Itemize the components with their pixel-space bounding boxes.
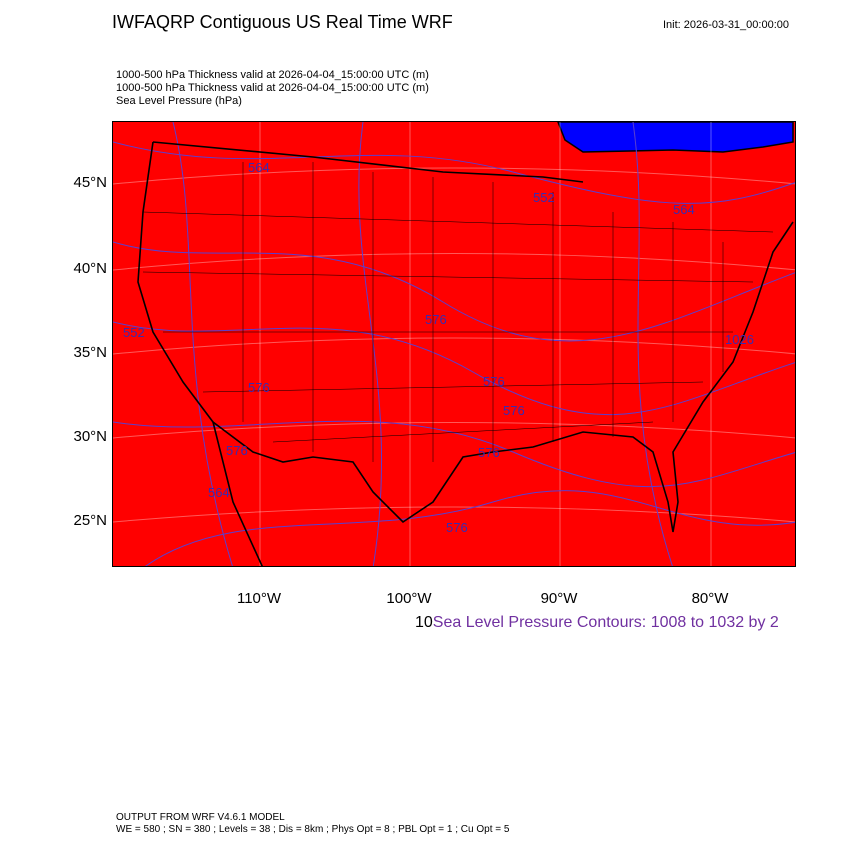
contour-label: 552 (123, 325, 145, 340)
contour-label: 576 (478, 445, 500, 460)
lat-label: 45°N (73, 174, 107, 191)
contour-label: 1026 (725, 332, 754, 347)
country-borders (137, 141, 794, 566)
contour-label: 564 (208, 485, 230, 500)
graticule (113, 122, 795, 566)
lon-label: 90°W (540, 590, 578, 607)
legend-prefix: 10 (415, 614, 433, 631)
map-panel: 552 564 576 576 564 552 576 576 576 576 … (112, 121, 796, 567)
subtitle-thickness-2: 1000-500 hPa Thickness valid at 2026-04-… (116, 82, 429, 94)
lat-label: 35°N (73, 344, 107, 361)
county-lines (142, 162, 774, 462)
lat-label: 30°N (73, 428, 107, 445)
contour-legend: 10Sea Level Pressure Contours: 1008 to 1… (415, 614, 779, 632)
contour-label-group: 552 564 576 576 564 552 576 576 576 576 … (123, 160, 754, 535)
contour-label: 576 (425, 312, 447, 327)
map-svg: 552 564 576 576 564 552 576 576 576 576 … (113, 122, 795, 566)
lon-label: 80°W (691, 590, 729, 607)
thickness-fill (113, 122, 795, 566)
lat-label: 40°N (73, 260, 107, 277)
subtitle-thickness-1: 1000-500 hPa Thickness valid at 2026-04-… (116, 69, 429, 81)
legend-text: Sea Level Pressure Contours: 1008 to 103… (432, 614, 779, 631)
footer-options: WE = 580 ; SN = 380 ; Levels = 38 ; Dis … (116, 824, 510, 835)
contour-label: 576 (446, 520, 468, 535)
water-body (557, 122, 794, 153)
init-time: Init: 2026-03-31_00:00:00 (663, 19, 789, 31)
contour-label: 564 (673, 202, 695, 217)
contour-label: 564 (248, 160, 270, 175)
contour-label: 576 (483, 374, 505, 389)
lon-label: 110°W (236, 590, 282, 607)
contour-label: 576 (226, 443, 248, 458)
lat-label: 25°N (73, 512, 107, 529)
contour-label: 576 (248, 380, 270, 395)
contour-label: 576 (503, 403, 525, 418)
subtitle-slp: Sea Level Pressure (hPa) (116, 95, 242, 107)
footer-model: OUTPUT FROM WRF V4.6.1 MODEL (116, 812, 285, 823)
lon-label: 100°W (386, 590, 432, 607)
contour-label: 552 (533, 190, 555, 205)
plot-title: IWFAQRP Contiguous US Real Time WRF (112, 12, 453, 32)
slp-contours (113, 122, 795, 566)
